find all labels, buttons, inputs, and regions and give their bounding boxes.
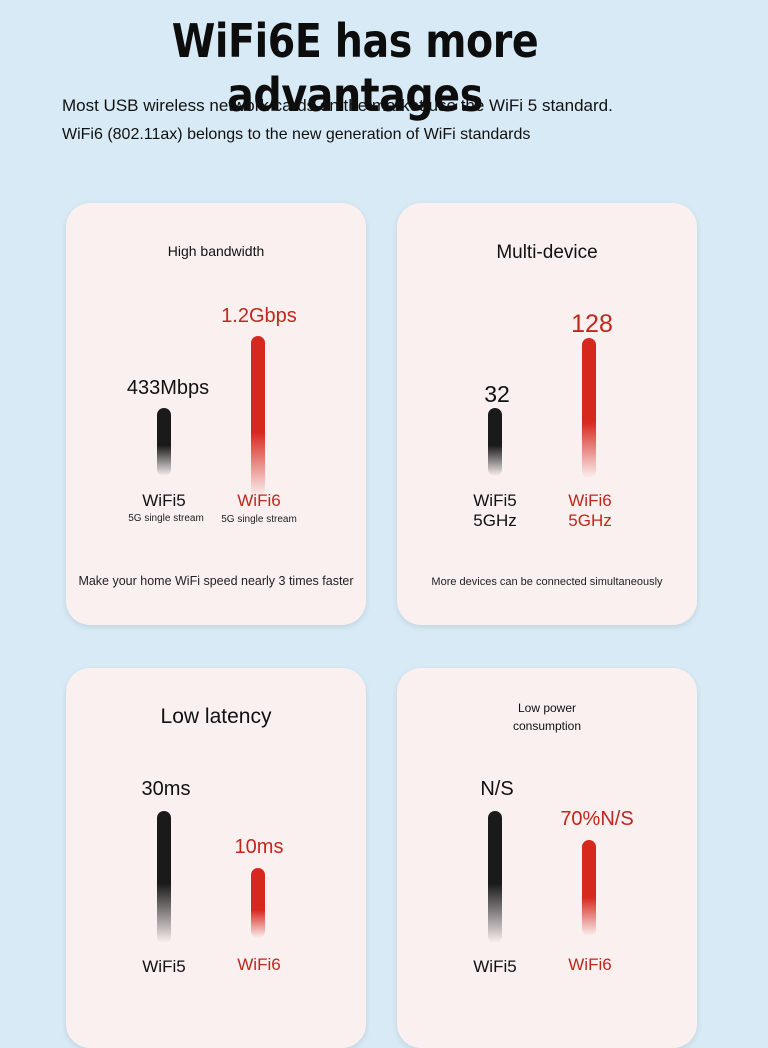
wifi6-note: 5G single stream bbox=[221, 514, 297, 525]
wifi6-value: 10ms bbox=[234, 836, 284, 858]
wifi6-label: WiFi6 bbox=[568, 491, 612, 510]
card-footer: Make your home WiFi speed nearly 3 times… bbox=[78, 574, 354, 588]
wifi6-label: WiFi6 bbox=[237, 491, 281, 510]
wifi5-band: 5GHz bbox=[473, 511, 517, 530]
wifi6-bar bbox=[251, 336, 265, 496]
wifi5-bar bbox=[157, 408, 171, 476]
card-title-line-1: Low power bbox=[517, 701, 577, 715]
wifi6-band: 5GHz bbox=[568, 511, 612, 530]
wifi5-value: 30ms bbox=[141, 778, 191, 800]
wifi6-value: 70%N/S bbox=[560, 808, 634, 830]
card-multi-device: Multi-device 128 32 WiFi5 5GHz WiFi6 5GH… bbox=[397, 203, 697, 625]
wifi6-value: 1.2Gbps bbox=[221, 305, 297, 327]
wifi6-value: 128 bbox=[571, 310, 613, 338]
card-footer: More devices can be connected simultaneo… bbox=[431, 576, 663, 588]
wifi5-bar bbox=[157, 811, 171, 943]
wifi5-note: 5G single stream bbox=[128, 513, 204, 524]
wifi5-label: WiFi5 bbox=[142, 957, 186, 976]
card-low-power: Low power consumption N/S 70%N/S WiFi5 W… bbox=[397, 668, 697, 1048]
card-title: High bandwidth bbox=[167, 243, 265, 259]
wifi5-value: 433Mbps bbox=[126, 377, 210, 399]
card-title: Low latency bbox=[160, 705, 272, 728]
card-title-line-2: consumption bbox=[512, 719, 582, 733]
wifi5-label: WiFi5 bbox=[142, 491, 186, 510]
page-title: WiFi6E has more advantages bbox=[171, 14, 539, 122]
wifi6-bar bbox=[251, 868, 265, 938]
wifi5-label: WiFi5 bbox=[473, 491, 517, 510]
wifi6-bar bbox=[582, 840, 596, 936]
wifi5-value: N/S bbox=[480, 778, 514, 800]
wifi5-label: WiFi5 bbox=[473, 957, 517, 976]
wifi6-label: WiFi6 bbox=[568, 955, 612, 974]
card-title: Multi-device bbox=[496, 242, 598, 263]
subtitle-line-1: Most USB wireless network cards on the m… bbox=[62, 96, 613, 115]
card-low-latency: Low latency 30ms 10ms WiFi5 WiFi6 bbox=[66, 668, 366, 1048]
wifi6-bar bbox=[582, 338, 596, 478]
wifi6-label: WiFi6 bbox=[237, 955, 281, 974]
card-high-bandwidth: High bandwidth 1.2Gbps 433Mbps WiFi5 WiF… bbox=[66, 203, 366, 625]
wifi5-bar bbox=[488, 811, 502, 943]
wifi5-value: 32 bbox=[484, 381, 510, 407]
wifi5-bar bbox=[488, 408, 502, 476]
subtitle-line-2: WiFi6 (802.11ax) belongs to the new gene… bbox=[62, 126, 531, 143]
